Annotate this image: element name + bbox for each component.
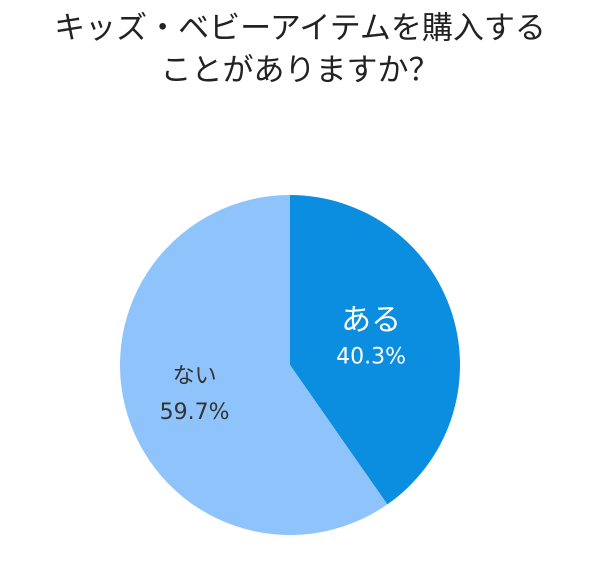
- pie-slice: [290, 195, 461, 505]
- slice-label: ある: [341, 303, 401, 338]
- value-label: 40.3%: [336, 344, 406, 369]
- slice-label: ない: [173, 364, 217, 389]
- value-label: 59.7%: [160, 400, 230, 425]
- chart-title: ことがありますか？: [161, 53, 440, 89]
- chart-title: キッズ・ベビーアイテムを購入する: [54, 11, 546, 47]
- pie-slice: [120, 195, 388, 535]
